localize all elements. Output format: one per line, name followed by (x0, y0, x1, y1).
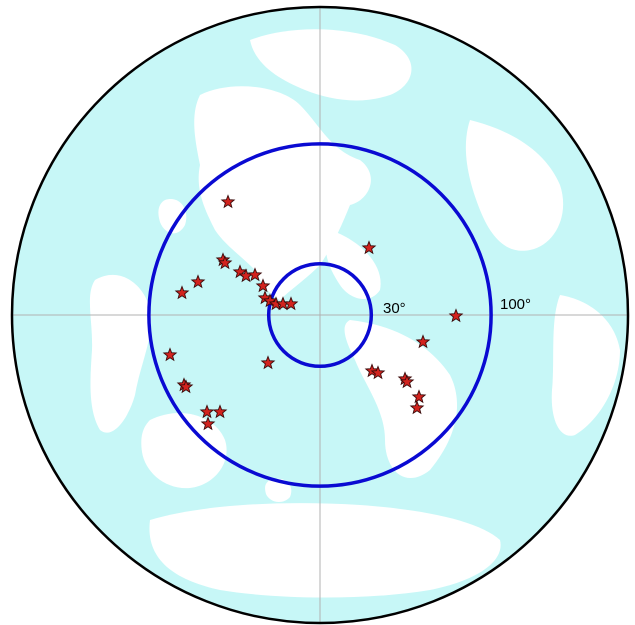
meridian-axes (12, 7, 628, 623)
landmass-africa (551, 295, 620, 436)
landmass-asia (89, 274, 152, 433)
event-star-icon (174, 285, 190, 300)
event-star-icon (415, 334, 431, 349)
landmass-greenland (250, 29, 412, 101)
event-star-icon (178, 379, 194, 394)
event-star-icon (247, 267, 263, 282)
event-star-icon (220, 194, 236, 209)
event-markers (162, 194, 464, 431)
ring-labels: 30° 100° (383, 296, 531, 317)
event-star-icon (162, 347, 178, 362)
land-masses (89, 29, 620, 598)
distance-ring-30 (266, 261, 374, 369)
event-star-icon (283, 296, 299, 311)
distance-rings (147, 142, 493, 488)
landmass-australia (141, 412, 227, 489)
landmass-central-america (325, 230, 381, 300)
landmass-islands-west (158, 199, 187, 234)
landmass-antarctica (149, 503, 501, 598)
event-star-icon (260, 355, 276, 370)
ring-label-100: 100° (500, 296, 531, 313)
event-star-icon (255, 278, 271, 293)
event-star-icon (200, 416, 216, 431)
distance-ring-100 (147, 142, 493, 488)
event-star-icon (370, 365, 386, 380)
ring-label-30: 30° (383, 300, 406, 317)
event-star-icon (399, 374, 415, 389)
event-star-icon (409, 400, 425, 415)
event-star-icon (262, 293, 278, 308)
event-star-icon (232, 264, 248, 279)
landmass-eurasia-north (465, 120, 564, 251)
landmass-islands-south (265, 478, 292, 503)
landmass-south-america (344, 320, 458, 479)
event-star-icon (190, 274, 206, 289)
globe-outline (10, 5, 630, 625)
event-star-icon (199, 404, 215, 419)
event-star-icon (361, 240, 377, 255)
event-star-icon (212, 404, 228, 419)
event-star-icon (448, 308, 464, 323)
event-star-icon (217, 255, 233, 270)
event-star-icon (411, 389, 427, 404)
